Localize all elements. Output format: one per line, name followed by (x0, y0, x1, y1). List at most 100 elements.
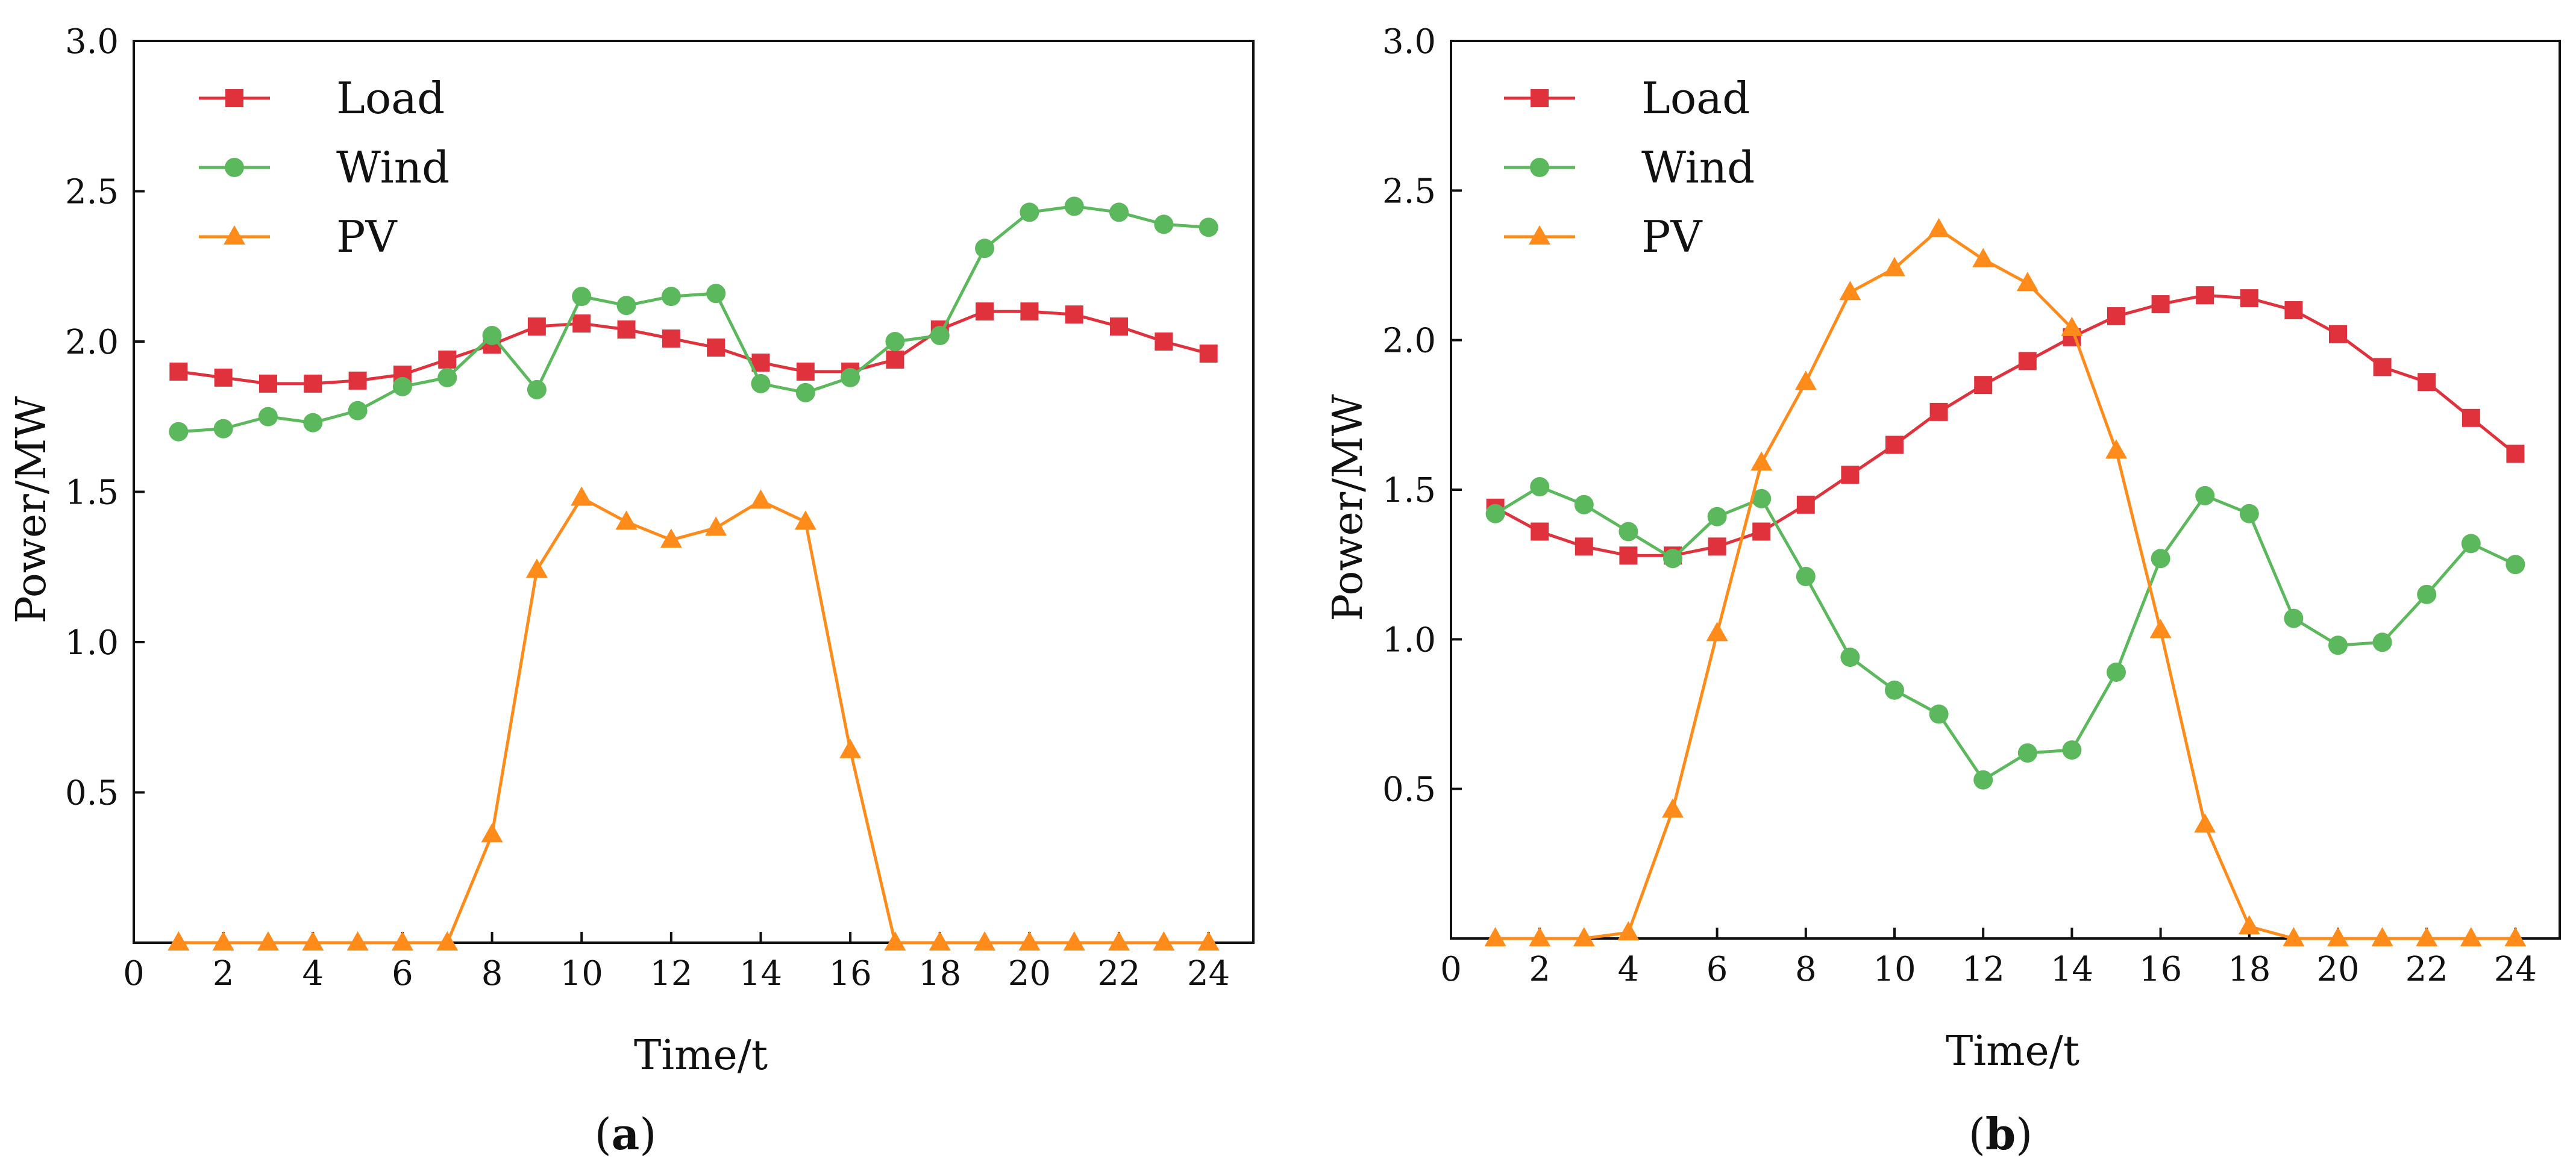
series-line-load (178, 310, 1209, 386)
data-point-wind (303, 413, 323, 432)
data-point-pv (1197, 931, 1220, 951)
legend-marker-pv (224, 225, 245, 245)
data-point-wind (482, 326, 502, 346)
data-point-pv (660, 528, 682, 548)
data-point-pv (212, 931, 234, 951)
legend-label-wind: Wind (336, 142, 450, 193)
data-point-wind (2417, 584, 2437, 604)
x-tick-label: 18 (2228, 950, 2270, 989)
data-point-wind (2062, 740, 2082, 760)
data-point-wind (2107, 662, 2126, 682)
data-point-pv (2149, 619, 2172, 639)
data-point-pv (436, 931, 459, 951)
data-point-pv (1018, 931, 1041, 951)
data-point-load (348, 371, 367, 390)
legend: Load Wind PV (1504, 73, 1755, 262)
y-tick-label: 1.5 (65, 473, 119, 513)
data-point-wind (1574, 495, 1594, 514)
legend-label-pv: PV (1641, 211, 1703, 262)
data-point-pv (1972, 248, 1995, 267)
x-tick-label: 4 (302, 954, 324, 993)
x-tick-label: 18 (918, 954, 961, 993)
data-point-wind (1154, 214, 1174, 234)
y-tick-label: 0.5 (65, 774, 119, 813)
data-point-load (2329, 325, 2347, 343)
data-point-load (1796, 495, 1815, 514)
data-point-pv (571, 486, 593, 506)
data-point-wind (1752, 489, 1772, 508)
y-tick-label: 3.0 (1382, 22, 1436, 61)
data-point-pv (974, 931, 996, 951)
panel-label: (a) (595, 1108, 657, 1160)
data-point-load (1020, 302, 1039, 321)
data-point-pv (794, 510, 816, 530)
y-tick-label: 1.5 (1382, 471, 1436, 510)
data-point-wind (2239, 504, 2259, 523)
y-tick-label: 2.0 (65, 323, 119, 362)
data-point-pv (1706, 622, 1728, 642)
data-point-load (304, 374, 322, 393)
legend-label-load: Load (1641, 73, 1750, 123)
data-point-wind (169, 422, 189, 442)
data-point-load (707, 338, 725, 357)
data-point-pv (705, 516, 727, 536)
series-load (1486, 286, 2525, 565)
x-tick-label: 4 (1618, 950, 1640, 989)
data-point-load (1885, 436, 1904, 454)
x-tick-label: 0 (123, 954, 145, 993)
data-point-load (662, 329, 680, 348)
data-point-pv (391, 931, 413, 951)
data-point-wind (751, 373, 771, 393)
data-point-load (2151, 295, 2170, 314)
data-point-wind (2284, 608, 2304, 628)
data-point-pv (2327, 927, 2349, 946)
data-point-pv (257, 931, 279, 951)
series-line-wind (1494, 485, 2516, 782)
data-point-wind (527, 379, 547, 399)
plot-frame (1450, 40, 2561, 940)
x-tick-label: 8 (1795, 950, 1817, 989)
series-pv (168, 486, 1220, 951)
data-point-load (1841, 466, 1860, 484)
data-point-wind (2151, 549, 2170, 569)
data-point-pv (884, 931, 906, 951)
data-point-load (796, 362, 815, 381)
data-point-load (1065, 305, 1083, 324)
data-point-pv (2105, 439, 2127, 459)
data-point-pv (1153, 931, 1175, 951)
data-point-pv (929, 931, 951, 951)
data-point-wind (1619, 522, 1638, 542)
data-point-wind (706, 284, 726, 304)
data-point-pv (2283, 927, 2305, 946)
x-tick-label: 0 (1440, 950, 1462, 989)
x-axis-title: Time/t (1946, 1028, 2079, 1075)
x-tick-label: 22 (1097, 954, 1140, 993)
x-tick-label: 6 (1706, 950, 1728, 989)
data-point-pv (1529, 927, 1551, 946)
legend-marker-wind (1530, 158, 1549, 177)
data-point-pv (2016, 272, 2039, 292)
data-point-load (2240, 289, 2258, 308)
series-line-pv (178, 496, 1209, 945)
data-point-wind (2505, 555, 2525, 575)
data-point-load (2196, 286, 2214, 305)
data-point-wind (841, 367, 860, 387)
data-point-pv (1063, 931, 1085, 951)
data-point-load (1708, 537, 1726, 556)
data-point-load (572, 314, 591, 333)
data-point-load (1110, 317, 1129, 336)
data-point-load (976, 302, 994, 321)
series-line-load (1494, 293, 2516, 557)
data-point-pv (1617, 921, 1640, 941)
series-wind (169, 196, 1218, 442)
data-point-pv (1662, 798, 1684, 818)
data-point-pv (525, 558, 548, 578)
data-point-wind (2461, 534, 2481, 554)
data-point-pv (2061, 316, 2083, 336)
data-point-pv (1794, 370, 1817, 390)
data-point-wind (1109, 202, 1129, 222)
data-point-pv (2238, 915, 2260, 935)
x-tick-label: 24 (2494, 950, 2537, 989)
data-point-wind (1929, 704, 1949, 724)
